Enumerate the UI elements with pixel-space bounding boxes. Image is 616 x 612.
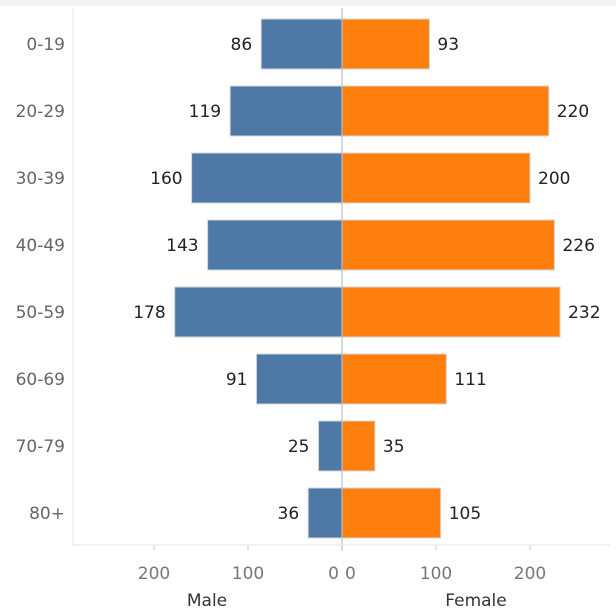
data-label-female: 220	[557, 102, 589, 122]
data-label-male: 86	[231, 35, 253, 55]
axes-layer	[72, 8, 610, 551]
bar-female	[341, 286, 561, 338]
bar-male	[207, 219, 343, 271]
bar-male	[191, 152, 343, 204]
axis-title-male: Male	[187, 591, 227, 611]
bar-male	[260, 18, 343, 70]
data-label-female: 111	[454, 370, 486, 390]
tick-label-female: 0	[345, 564, 356, 584]
data-label-male: 119	[189, 102, 221, 122]
tick-label-male: 200	[138, 564, 170, 584]
tick-label-female: 100	[420, 564, 452, 584]
bar-male	[318, 420, 343, 472]
bar-female	[341, 487, 442, 539]
category-label: 80+	[29, 504, 65, 524]
bar-female	[341, 18, 430, 70]
category-label: 40-49	[16, 236, 65, 256]
bar-female	[341, 85, 550, 137]
bar-female	[341, 420, 376, 472]
data-label-male: 160	[150, 169, 182, 189]
data-label-female: 105	[449, 504, 481, 524]
data-label-female: 200	[538, 169, 570, 189]
top-strip	[0, 0, 616, 6]
data-label-male: 91	[226, 370, 248, 390]
axis-title-female: Female	[445, 591, 506, 611]
bar-female	[341, 353, 447, 405]
bars-layer	[174, 18, 561, 539]
bar-female	[341, 152, 531, 204]
data-label-male: 178	[133, 303, 165, 323]
data-label-male: 25	[288, 437, 310, 457]
data-label-female: 232	[568, 303, 600, 323]
tick-label-male: 0	[328, 564, 339, 584]
category-label: 60-69	[16, 370, 65, 390]
category-label: 0-19	[26, 35, 65, 55]
tick-label-male: 100	[232, 564, 264, 584]
bar-male	[174, 286, 343, 338]
category-label: 30-39	[16, 169, 65, 189]
labels-layer: 0-19 86 93 20-29 119 220 30-39 160 200 40-49 143 22…	[16, 35, 601, 611]
tick-label-female: 200	[514, 564, 546, 584]
category-label: 50-59	[16, 303, 65, 323]
bar-female	[341, 219, 555, 271]
data-label-male: 143	[166, 236, 198, 256]
bar-male	[255, 353, 343, 405]
data-label-female: 93	[437, 35, 459, 55]
category-label: 20-29	[16, 102, 65, 122]
bar-male	[229, 85, 343, 137]
bar-male	[307, 487, 343, 539]
data-label-male: 36	[278, 504, 300, 524]
data-label-female: 226	[562, 236, 594, 256]
data-label-female: 35	[383, 437, 405, 457]
category-label: 70-79	[16, 437, 65, 457]
